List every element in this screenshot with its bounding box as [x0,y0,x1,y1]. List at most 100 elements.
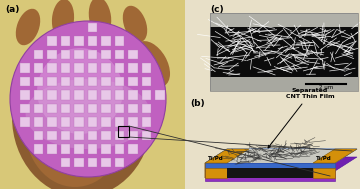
Polygon shape [205,171,335,181]
FancyBboxPatch shape [87,104,97,113]
FancyBboxPatch shape [47,77,57,86]
FancyBboxPatch shape [87,117,97,126]
FancyBboxPatch shape [60,77,70,86]
FancyBboxPatch shape [87,22,97,32]
FancyBboxPatch shape [87,36,97,46]
FancyBboxPatch shape [87,144,97,153]
FancyBboxPatch shape [101,77,111,86]
FancyBboxPatch shape [60,90,70,99]
FancyBboxPatch shape [101,144,111,153]
Ellipse shape [123,6,147,42]
FancyBboxPatch shape [20,117,30,126]
FancyBboxPatch shape [47,144,57,153]
FancyBboxPatch shape [60,50,70,59]
Polygon shape [227,168,313,178]
FancyBboxPatch shape [101,90,111,99]
Polygon shape [205,163,335,168]
FancyBboxPatch shape [60,157,70,167]
FancyBboxPatch shape [210,13,358,27]
FancyBboxPatch shape [114,144,124,153]
FancyBboxPatch shape [210,77,358,91]
Text: (a): (a) [5,5,19,14]
FancyBboxPatch shape [87,77,97,86]
Polygon shape [313,168,335,178]
FancyBboxPatch shape [101,104,111,113]
FancyBboxPatch shape [74,130,84,140]
FancyBboxPatch shape [141,63,151,73]
FancyBboxPatch shape [74,144,84,153]
FancyBboxPatch shape [47,90,57,99]
FancyBboxPatch shape [101,36,111,46]
FancyBboxPatch shape [185,0,360,95]
FancyBboxPatch shape [20,63,30,73]
FancyBboxPatch shape [114,130,124,140]
FancyBboxPatch shape [87,130,97,140]
FancyBboxPatch shape [33,90,43,99]
FancyBboxPatch shape [74,90,84,99]
FancyBboxPatch shape [60,130,70,140]
FancyBboxPatch shape [20,104,30,113]
Ellipse shape [26,79,150,149]
FancyBboxPatch shape [141,117,151,126]
FancyBboxPatch shape [20,90,30,99]
FancyBboxPatch shape [128,77,138,86]
FancyBboxPatch shape [141,130,151,140]
FancyBboxPatch shape [128,117,138,126]
FancyBboxPatch shape [0,0,185,189]
Text: Ti/Pd: Ti/Pd [316,156,332,160]
FancyBboxPatch shape [74,50,84,59]
Polygon shape [205,157,357,171]
FancyBboxPatch shape [60,63,70,73]
Polygon shape [205,149,357,163]
Ellipse shape [25,67,125,187]
FancyBboxPatch shape [87,63,97,73]
Circle shape [10,21,166,177]
FancyBboxPatch shape [210,27,358,77]
FancyBboxPatch shape [114,63,124,73]
Polygon shape [205,168,227,178]
FancyBboxPatch shape [47,36,57,46]
FancyBboxPatch shape [128,50,138,59]
Polygon shape [205,149,249,163]
FancyBboxPatch shape [47,104,57,113]
FancyBboxPatch shape [60,36,70,46]
FancyBboxPatch shape [114,90,124,99]
FancyBboxPatch shape [74,77,84,86]
FancyBboxPatch shape [74,36,84,46]
FancyBboxPatch shape [33,63,43,73]
FancyBboxPatch shape [114,104,124,113]
FancyBboxPatch shape [33,104,43,113]
FancyBboxPatch shape [185,95,360,189]
FancyBboxPatch shape [114,77,124,86]
FancyBboxPatch shape [74,157,84,167]
Polygon shape [313,149,357,163]
FancyBboxPatch shape [60,104,70,113]
Ellipse shape [89,0,111,37]
Text: Separated
CNT Thin Film: Separated CNT Thin Film [268,88,334,148]
FancyBboxPatch shape [33,144,43,153]
Ellipse shape [52,0,74,39]
FancyBboxPatch shape [155,90,165,99]
FancyBboxPatch shape [47,63,57,73]
FancyBboxPatch shape [128,63,138,73]
Text: (c): (c) [210,5,224,14]
FancyBboxPatch shape [101,63,111,73]
Text: 2 μm: 2 μm [319,85,333,90]
Ellipse shape [16,9,40,45]
FancyBboxPatch shape [47,117,57,126]
FancyBboxPatch shape [128,104,138,113]
FancyBboxPatch shape [33,77,43,86]
FancyBboxPatch shape [101,130,111,140]
FancyBboxPatch shape [128,130,138,140]
FancyBboxPatch shape [74,104,84,113]
Ellipse shape [134,41,170,87]
FancyBboxPatch shape [114,50,124,59]
FancyBboxPatch shape [87,157,97,167]
FancyBboxPatch shape [87,50,97,59]
Polygon shape [227,149,335,163]
FancyBboxPatch shape [74,63,84,73]
FancyBboxPatch shape [33,50,43,59]
FancyBboxPatch shape [128,90,138,99]
FancyBboxPatch shape [101,117,111,126]
FancyBboxPatch shape [114,117,124,126]
